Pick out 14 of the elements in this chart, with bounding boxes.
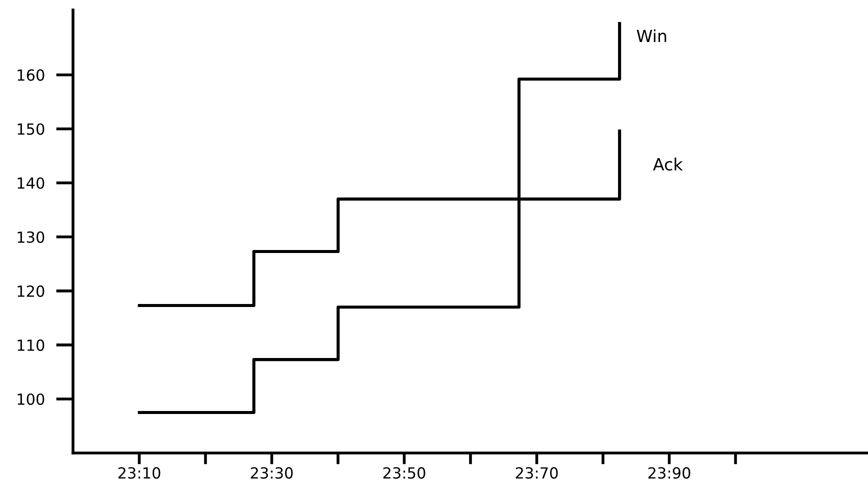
text: Ack <box>653 158 683 171</box>
series-label: Win <box>636 29 666 42</box>
y-tick-label: 130 <box>18 231 44 243</box>
x-tick-label: 23:70 <box>516 467 558 479</box>
y-tick-label: 160 <box>18 69 44 81</box>
x-tick-label: 23:90 <box>648 467 690 479</box>
y-tick-label: 110 <box>18 339 44 351</box>
y-tick-label: 150 <box>18 123 44 135</box>
y-tick-label: 120 <box>18 285 44 297</box>
x-tick-label: 23:30 <box>250 467 293 479</box>
y-tick-label: 100 <box>18 393 44 405</box>
x-tick-label: 23:10 <box>118 467 160 479</box>
y-tick-label: 140 <box>18 177 44 189</box>
x-tick-label: 23:50 <box>383 467 426 479</box>
